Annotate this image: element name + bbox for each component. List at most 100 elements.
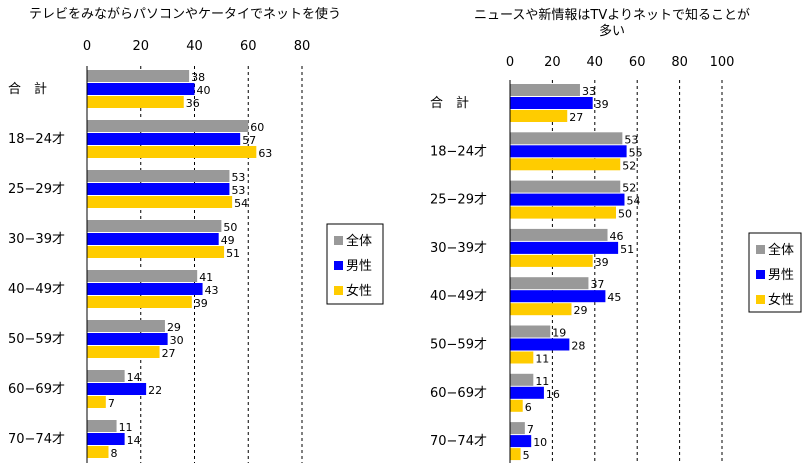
category-label: 18−24才 — [430, 144, 487, 159]
bar-female — [510, 158, 621, 171]
data-label: 38 — [191, 71, 205, 84]
x-tick-label: 40 — [587, 55, 604, 70]
data-label: 46 — [610, 230, 624, 243]
bar-male — [87, 433, 125, 445]
bar-all — [87, 370, 125, 382]
data-label: 11 — [535, 375, 549, 388]
data-label: 14 — [127, 434, 141, 447]
bar-male — [87, 383, 147, 395]
bar-female — [510, 110, 568, 122]
bar-female — [510, 254, 593, 267]
bar-male — [510, 338, 570, 351]
data-label: 43 — [205, 284, 219, 297]
bar-female — [510, 399, 523, 412]
chart-title-line1: ニュースや新情報はTVよりネットで知ることが — [474, 7, 750, 23]
data-label: 16 — [546, 388, 560, 401]
bar-all — [510, 325, 551, 338]
data-label: 39 — [595, 98, 609, 111]
data-label: 19 — [552, 327, 566, 340]
category-label: 40−49才 — [8, 282, 65, 297]
bar-all — [510, 277, 589, 290]
data-label: 52 — [622, 159, 636, 172]
legend-swatch — [334, 261, 343, 270]
legend-label: 女性 — [768, 292, 794, 308]
chart-news-via-net: ニュースや新情報はTVよりネットで知ることが 多い 0 20 40 60 80 100 合 … — [430, 7, 802, 463]
bar-all — [510, 132, 623, 145]
bar-male — [87, 233, 219, 245]
bar-all — [510, 180, 621, 193]
category-label: 50−59才 — [430, 338, 487, 353]
data-label: 51 — [620, 243, 634, 256]
data-label: 29 — [167, 321, 181, 334]
data-label: 51 — [226, 247, 240, 260]
x-tick-label: 0 — [506, 55, 514, 70]
legend-swatch — [756, 245, 765, 254]
chart-tv-while-net: テレビをみながらパソコンやケータイでネットを使う 0 20 40 60 80合 計384… — [8, 6, 384, 463]
bar-female — [510, 448, 521, 461]
legend-swatch — [756, 295, 765, 304]
bar-all — [87, 270, 198, 282]
data-label: 27 — [162, 347, 176, 360]
category-label: 50−59才 — [8, 332, 65, 347]
data-label: 10 — [533, 436, 547, 449]
chart-title: テレビをみながらパソコンやケータイでネットを使う — [29, 6, 341, 22]
data-label: 49 — [221, 234, 235, 247]
data-label: 6 — [525, 401, 532, 414]
legend-label: 男性 — [346, 259, 372, 274]
data-label: 7 — [108, 397, 115, 410]
bar-male — [87, 283, 203, 295]
bar-female — [87, 446, 109, 458]
bar-female — [87, 146, 257, 158]
bar-all — [87, 220, 222, 232]
legend-swatch — [334, 286, 343, 295]
data-label: 54 — [234, 197, 248, 210]
data-label: 37 — [590, 278, 604, 291]
data-label: 41 — [199, 271, 213, 284]
chart-title-line2: 多い — [599, 23, 625, 39]
x-tick-label: 40 — [186, 39, 203, 54]
data-label: 53 — [624, 133, 638, 146]
bar-male — [510, 290, 606, 303]
x-tick-label: 100 — [710, 55, 735, 70]
category-label: 30−39才 — [8, 232, 65, 247]
data-label: 53 — [231, 171, 245, 184]
bar-all — [510, 422, 525, 435]
bar-all — [87, 120, 249, 132]
bar-female — [510, 206, 616, 219]
data-label: 50 — [618, 208, 632, 221]
bar-male — [87, 83, 195, 95]
data-label: 33 — [582, 85, 596, 98]
legend-swatch — [334, 236, 343, 245]
data-label: 30 — [170, 334, 184, 347]
bar-male — [510, 241, 619, 254]
bar-all — [87, 320, 165, 332]
bar-female — [87, 246, 225, 258]
bar-male — [510, 435, 532, 448]
category-label: 40−49才 — [430, 289, 487, 304]
x-tick-label: 0 — [83, 39, 91, 54]
bar-female — [510, 351, 534, 364]
bar-female — [87, 296, 192, 308]
bar-male — [510, 145, 627, 158]
data-label: 8 — [111, 447, 118, 460]
data-label: 11 — [535, 353, 549, 366]
data-label: 5 — [523, 449, 530, 462]
data-label: 7 — [527, 423, 534, 436]
bar-male — [510, 97, 593, 109]
data-label: 27 — [569, 111, 583, 124]
data-label: 14 — [127, 371, 141, 384]
bar-female — [87, 396, 106, 408]
bar-female — [87, 196, 233, 208]
category-label: 合 計 — [430, 95, 469, 111]
legend-label: 女性 — [346, 283, 372, 299]
data-label: 63 — [258, 147, 272, 160]
category-label: 60−69才 — [8, 382, 65, 397]
bar-female — [87, 346, 160, 358]
data-label: 29 — [573, 304, 587, 317]
category-label: 25−29才 — [8, 182, 65, 197]
x-tick-label: 80 — [294, 39, 311, 54]
bar-all — [87, 170, 230, 182]
category-label: 70−74才 — [430, 434, 487, 449]
data-label: 36 — [186, 97, 200, 110]
